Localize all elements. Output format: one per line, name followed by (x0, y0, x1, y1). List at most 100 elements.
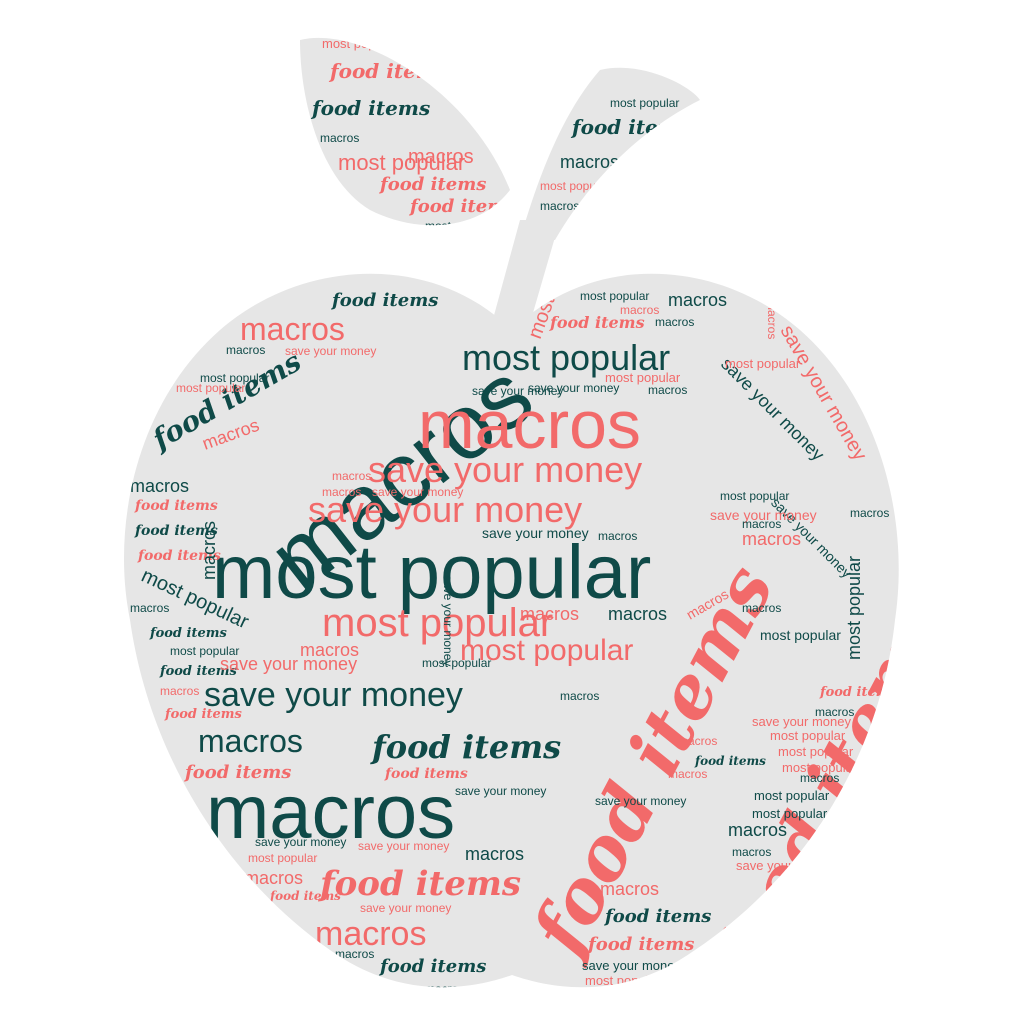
word-macros: macros (315, 915, 426, 953)
word-macros: macros (425, 982, 464, 996)
word-most-popular: most popular (462, 337, 670, 378)
word-save-your-money: save your money (595, 794, 686, 808)
word-macros: macros (560, 152, 619, 172)
word-macros: macros (520, 604, 579, 624)
word-food-items: food items (819, 685, 898, 700)
word-macros: macros (240, 311, 345, 347)
word-save-your-money: save your money (220, 654, 357, 674)
word-save-your-money: save your money (368, 449, 642, 490)
word-macros: macros (850, 506, 889, 520)
word-most-popular: most popular (176, 381, 245, 395)
word-most-popular: most popular (585, 973, 661, 988)
word-food-items: food items (378, 956, 486, 977)
word-food-items: food items (159, 664, 238, 679)
word-macros: macros (800, 771, 839, 785)
word-food-items: food items (149, 626, 228, 641)
word-macros: macros (130, 601, 169, 615)
word-save-your-money: save your money (482, 525, 589, 541)
word-popular: most popular (460, 634, 633, 667)
word-most-popular: most popular (540, 179, 609, 193)
word-save-your-money: save your money (308, 489, 582, 530)
word-macros: macros (742, 529, 801, 549)
word-macros: macros (678, 734, 717, 748)
word-macros: macros (608, 604, 667, 624)
word-food-items: food items (134, 523, 218, 539)
word-food-items: food items (384, 766, 468, 782)
stem-link (490, 220, 560, 330)
word-most-popular: most popular (580, 289, 649, 303)
word-save-your-money: save your money (372, 485, 463, 499)
word-most-popular: most popular (248, 851, 317, 865)
word-food-items: food items (378, 174, 486, 195)
word-macros: macros (655, 315, 694, 329)
word-macros: macros (199, 521, 219, 580)
word-macros: macros (815, 705, 854, 719)
word-most-popular: most popular (610, 96, 679, 110)
apple-body (124, 273, 899, 988)
word-save-your-money: save your money (204, 676, 463, 714)
word-most-popular: most popular (770, 728, 846, 743)
word-most-popular: most popular (322, 36, 398, 51)
word-most-popular: most popular (605, 370, 681, 385)
word-macros: macros (160, 684, 199, 698)
leaf-shape (300, 37, 510, 226)
word-macros: macros (557, 235, 589, 276)
word-macros: macros (668, 767, 707, 781)
word-food-items: food items (183, 762, 291, 783)
word-save-your-money: save your money (582, 958, 681, 973)
word-macros: macros (408, 146, 474, 168)
word-most-popular: most popular (752, 806, 828, 821)
word-macros: macros (742, 517, 781, 531)
word-food-items: food items (694, 754, 766, 768)
word-food-items: food items (318, 864, 521, 904)
word-most-popular: most popular (720, 489, 789, 503)
apple-shape (124, 37, 899, 988)
word-macros: macros (198, 723, 303, 759)
word-most-popular: most popular (200, 371, 269, 385)
word-food-items: food items (603, 906, 711, 927)
word-most-popular: most popular (778, 744, 854, 759)
word-food-items: food items (310, 96, 430, 120)
word-save-your-money: save your money (358, 839, 449, 853)
word-macros: macros (465, 844, 524, 864)
word-macros: macros (598, 529, 637, 543)
word-macros: macros (322, 485, 361, 499)
word-save-your-money: save your money (472, 384, 563, 398)
word-macros-large: macros (206, 770, 455, 855)
word-food-items: food items (134, 498, 218, 514)
word-macros: macros (130, 476, 189, 496)
word-macros: macros (244, 868, 303, 888)
word-food-items: food items (549, 313, 645, 332)
word-macros: macros (335, 947, 374, 961)
word-macros: macros (226, 343, 265, 357)
word-macros: macros (620, 303, 659, 317)
word-save-your-money: save your money (710, 507, 817, 523)
word-macros: macros (540, 199, 579, 213)
word-save-your-money: save your money (752, 714, 851, 729)
word-macros: macros (560, 689, 599, 703)
word-most-popular: most popular (422, 656, 491, 670)
word-save-your-money: save your money (255, 835, 346, 849)
word-macros: macros (728, 820, 787, 840)
word-macros: macros (732, 845, 771, 859)
stem-shape (520, 67, 700, 241)
word-macros: macros (332, 469, 371, 483)
word-food-items: food items (586, 934, 694, 955)
word-food-items: food items (570, 115, 690, 139)
word-save-your-money: save your money (360, 901, 451, 915)
word-macros: macros (668, 290, 727, 310)
word-macros: macros (320, 131, 359, 145)
word-most-popular: most popular (760, 627, 841, 643)
word-food-items: food items (408, 196, 516, 217)
word-most-popular: most popular (338, 150, 465, 175)
word-most-popular: most popular (725, 356, 801, 371)
word-save-your-money: save your money (285, 344, 376, 358)
word-save-your-money: save your money (528, 381, 619, 395)
word-macros: macros (300, 640, 359, 660)
word-most-popular: most popular (782, 760, 858, 775)
word-most-popular: most popular (425, 219, 494, 233)
word-macros: macros (600, 879, 659, 899)
word-macros: macros (648, 383, 687, 397)
word-most-popular-large: most popular (212, 530, 651, 615)
